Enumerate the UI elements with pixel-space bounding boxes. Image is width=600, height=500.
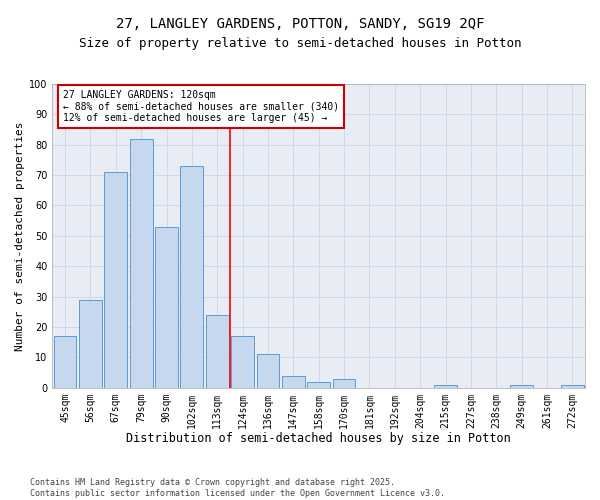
X-axis label: Distribution of semi-detached houses by size in Potton: Distribution of semi-detached houses by … — [127, 432, 511, 445]
Y-axis label: Number of semi-detached properties: Number of semi-detached properties — [15, 121, 25, 350]
Bar — [282, 376, 305, 388]
Text: Size of property relative to semi-detached houses in Potton: Size of property relative to semi-detach… — [79, 38, 521, 51]
Text: Contains HM Land Registry data © Crown copyright and database right 2025.
Contai: Contains HM Land Registry data © Crown c… — [30, 478, 445, 498]
Bar — [257, 354, 280, 388]
Text: 27, LANGLEY GARDENS, POTTON, SANDY, SG19 2QF: 27, LANGLEY GARDENS, POTTON, SANDY, SG19… — [116, 18, 484, 32]
Bar — [53, 336, 76, 388]
Bar — [206, 315, 229, 388]
Bar — [130, 138, 152, 388]
Bar — [155, 226, 178, 388]
Bar — [181, 166, 203, 388]
Bar — [434, 384, 457, 388]
Bar — [510, 384, 533, 388]
Text: 27 LANGLEY GARDENS: 120sqm
← 88% of semi-detached houses are smaller (340)
12% o: 27 LANGLEY GARDENS: 120sqm ← 88% of semi… — [63, 90, 339, 124]
Bar — [332, 378, 355, 388]
Bar — [307, 382, 330, 388]
Bar — [104, 172, 127, 388]
Bar — [231, 336, 254, 388]
Bar — [79, 300, 102, 388]
Bar — [561, 384, 584, 388]
